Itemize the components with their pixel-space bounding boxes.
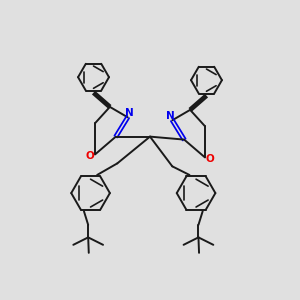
- Text: N: N: [167, 110, 175, 121]
- Text: O: O: [85, 151, 94, 161]
- Text: N: N: [124, 108, 133, 118]
- Text: O: O: [206, 154, 215, 164]
